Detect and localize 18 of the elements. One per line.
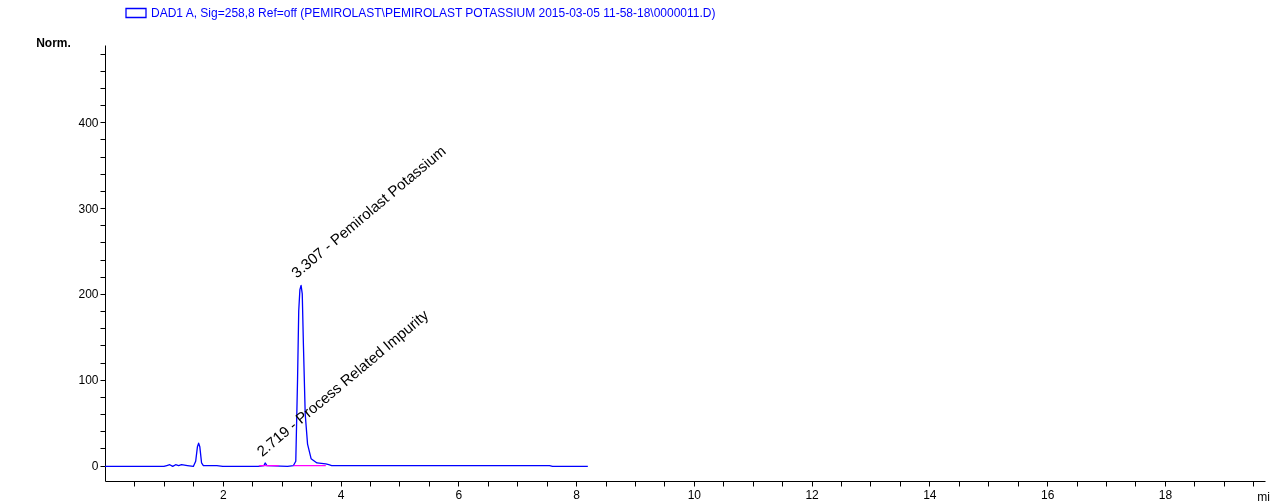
x-tick-label: 14 (923, 487, 937, 502)
y-tick-label: 300 (78, 201, 99, 216)
x-axis-title: mi (1257, 489, 1270, 502)
x-tick-label: 10 (687, 487, 702, 502)
legend-label: DAD1 A, Sig=258,8 Ref=off (PEMIROLAST\PEMIROLAST POTASSIUM 2015-03-05 11-58-18\0000011.D) (151, 6, 716, 20)
y-tick-label: 200 (78, 287, 99, 302)
y-tick-label: 100 (78, 373, 99, 388)
x-tick-label: 6 (455, 487, 463, 502)
x-tick-label: 8 (573, 487, 581, 502)
x-tick-label: 16 (1040, 487, 1055, 502)
x-tick-label: 2 (219, 487, 227, 502)
x-tick-label: 4 (337, 487, 345, 502)
y-tick-label: 0 (91, 459, 99, 474)
x-tick-label: 12 (805, 487, 820, 502)
line-series (105, 284, 589, 468)
y-axis-title: Norm. (36, 35, 71, 50)
y-tick-label: 400 (78, 115, 99, 130)
x-tick-label: 18 (1158, 487, 1173, 502)
